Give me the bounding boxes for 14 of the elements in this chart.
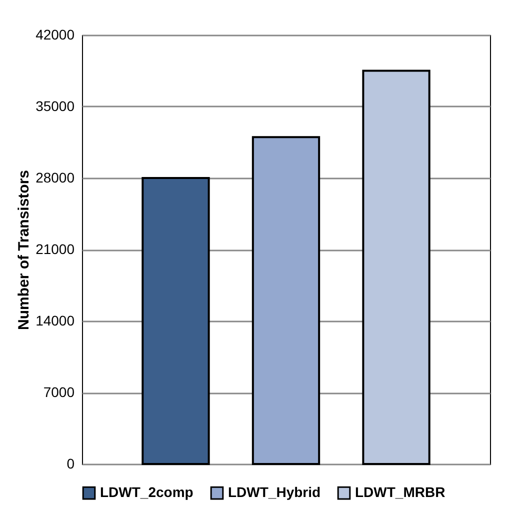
y-tick-label: 28000 — [36, 170, 75, 186]
legend-label: LDWT_2comp — [100, 484, 194, 500]
bar — [142, 177, 210, 465]
y-tick-label: 7000 — [43, 384, 75, 400]
legend-label: LDWT_MRBR — [355, 484, 446, 500]
y-tick-label: 35000 — [36, 98, 75, 114]
y-tick-label: 42000 — [36, 26, 75, 42]
bar — [362, 70, 430, 465]
y-tick-label: 21000 — [36, 241, 75, 257]
bar — [252, 136, 320, 465]
y-tick-label: 14000 — [36, 312, 75, 328]
y-axis-title: Number of Transistors — [16, 170, 33, 330]
legend-label: LDWT_Hybrid — [228, 484, 321, 500]
y-tick-label: 0 — [66, 456, 75, 472]
